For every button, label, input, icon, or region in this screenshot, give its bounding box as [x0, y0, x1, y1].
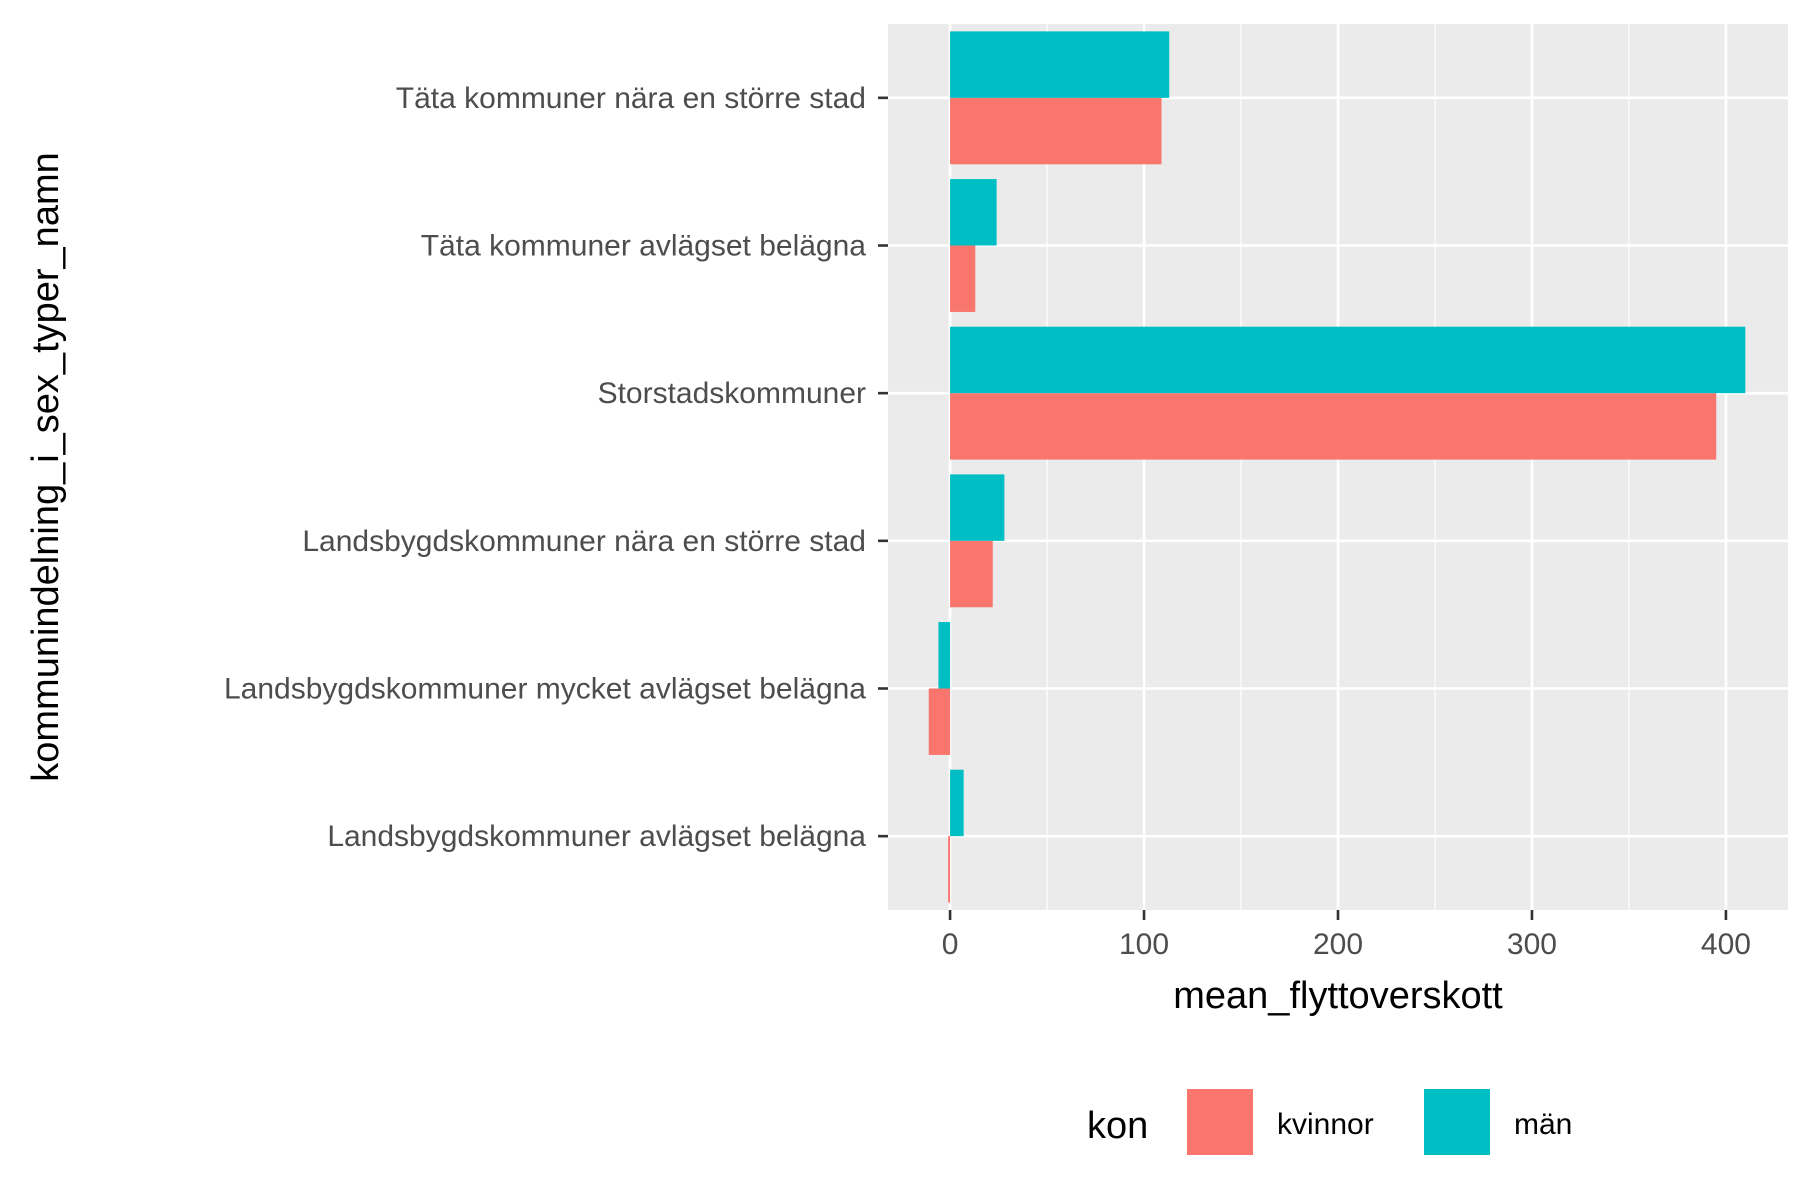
y-tick-label: Täta kommuner nära en större stad [396, 82, 866, 115]
legend-label-kvinnor: kvinnor [1277, 1108, 1374, 1141]
bar-kvinnor [950, 245, 976, 312]
x-axis: 0 100 200 300 400 [942, 910, 1751, 961]
x-tick-label: 300 [1507, 928, 1557, 961]
legend-label-män: män [1514, 1108, 1572, 1141]
y-tick-label: Landsbygdskommuner avlägset belägna [327, 820, 866, 853]
bar-kvinnor [950, 540, 993, 608]
x-tick-label: 0 [942, 928, 959, 961]
bar-män [938, 622, 951, 689]
legend-key-kvinnor [1187, 1089, 1253, 1155]
y-tick-label: Landsbygdskommuner nära en större stad [302, 525, 866, 558]
x-tick-label: 400 [1701, 928, 1751, 961]
y-axis-title: kommunindelning_i_sex_typer_namn [25, 152, 67, 782]
legend-title: kon [1087, 1105, 1148, 1147]
bar-män [950, 31, 1170, 98]
legend: kon kvinnor män [1087, 1089, 1572, 1155]
bar-män [950, 326, 1746, 394]
bar-kvinnor [948, 836, 951, 903]
bar-män [950, 769, 964, 837]
bar-kvinnor [928, 688, 951, 755]
bar-män [950, 179, 997, 246]
y-tick-label: Landsbygdskommuner mycket avlägset beläg… [224, 673, 866, 706]
x-axis-title: mean_flyttoverskott [1173, 975, 1503, 1017]
legend-key-män [1424, 1089, 1490, 1155]
bar-kvinnor [950, 393, 1717, 460]
bar-kvinnor [950, 97, 1162, 165]
x-tick-label: 100 [1119, 928, 1169, 961]
x-tick-label: 200 [1313, 928, 1363, 961]
bar-män [950, 474, 1005, 541]
y-axis: Täta kommuner nära en större stad Täta ko… [224, 82, 888, 853]
y-tick-label: Täta kommuner avlägset belägna [421, 230, 867, 263]
y-tick-label: Storstadskommuner [598, 377, 866, 410]
bars [928, 31, 1746, 903]
